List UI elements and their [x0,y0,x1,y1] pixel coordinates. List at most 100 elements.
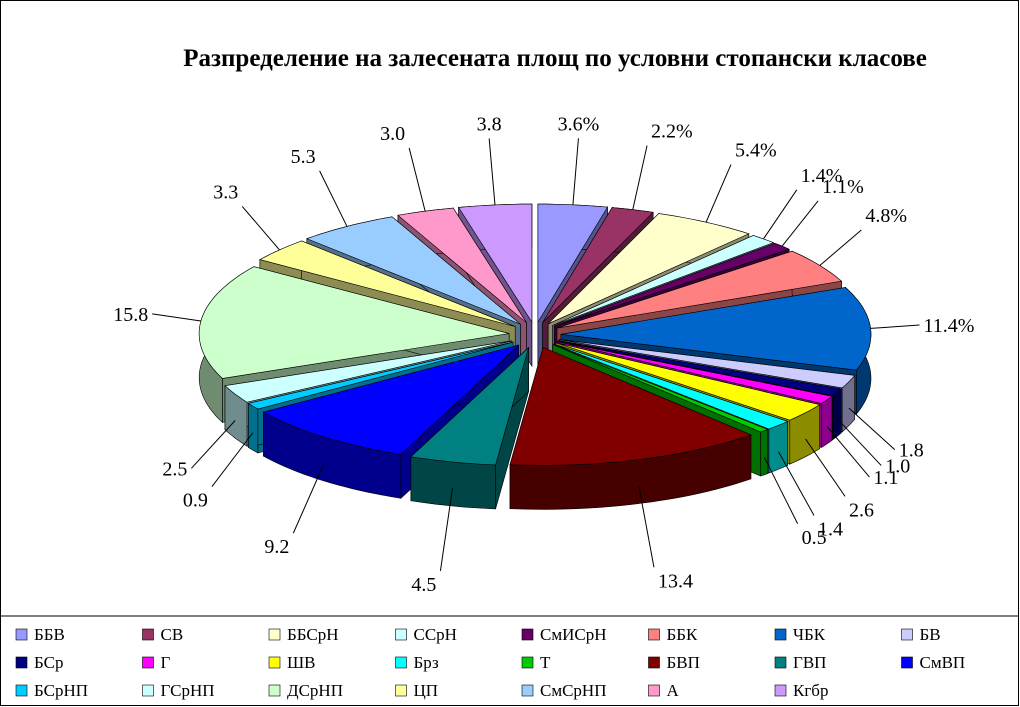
leader-line [632,145,648,210]
data-label: 3.3 [213,181,238,203]
legend-label: СВ [161,625,184,644]
legend-swatch [521,628,534,641]
leader-line [819,229,862,266]
legend-swatch [142,656,154,669]
slice [558,340,843,396]
legend-label: ГВП [793,653,826,672]
legend-swatch [268,656,281,669]
leader-line [439,488,453,572]
data-label: 2.2% [651,121,693,143]
legend-swatch [521,656,534,669]
legend-swatch [268,628,281,641]
legend-swatch [395,684,407,697]
data-label: 13.4 [658,570,693,592]
legend-label: БВП [667,653,700,672]
legend-swatch [648,656,660,669]
legend-label: ЦП [414,681,439,700]
legend-label: ШВ [287,653,316,672]
legend-label: СмВП [920,653,966,672]
slice [557,341,833,404]
legend-label: ЧБК [793,625,826,644]
slice [556,250,843,329]
legend-swatch [142,628,154,641]
leader-line [805,438,846,497]
data-label: 4.5 [411,574,436,596]
legend-swatch [395,656,407,669]
slice [542,207,654,323]
leader-line [638,485,655,568]
leader-line [778,451,815,516]
data-label: 5.4% [735,140,777,162]
slice [262,344,519,455]
legend-label: ГСрНП [161,681,215,700]
legend-swatch [15,656,28,669]
legend-swatch [774,628,787,641]
leader-line [488,138,496,205]
data-label: 1.1% [822,176,864,198]
data-label: 1.1 [873,467,898,489]
slice [553,343,789,430]
leader-line [191,420,236,469]
legend-swatch [142,684,154,697]
legend-label: Г [161,653,171,672]
data-label: 15.8 [113,304,148,326]
leader-line [152,313,201,322]
leader-line [241,206,280,251]
data-label: 1.0 [885,456,910,478]
slice-wall [768,420,788,474]
legend-label: СмИСрН [540,625,607,644]
legend-swatch [395,628,407,641]
leader-line [781,200,819,247]
legend-swatch [15,684,28,697]
leader-line [836,418,882,466]
slice [552,344,769,433]
legend-label: ССрН [414,625,457,644]
legend-swatch [648,628,660,641]
legend-swatch [774,684,787,697]
slice-wall [410,456,496,510]
slice [555,342,821,421]
legend-swatch [268,684,281,697]
data-label: 5.3 [291,146,316,168]
leader-line [319,170,348,227]
legend-swatch [648,684,660,697]
data-label: 2.6 [849,499,874,521]
legend-label: ББСрН [287,625,339,644]
slice [247,341,514,410]
data-label: 0.9 [183,490,208,512]
legend-label: ББВ [34,625,65,644]
leader-line [848,407,896,450]
slice [259,240,516,327]
chart-title: Разпределение на залесената площ по усло… [183,45,927,72]
leader-line [408,147,426,212]
legend-label: БСр [34,653,63,672]
legend-label: Т [540,653,551,672]
legend-label: ББК [667,625,699,644]
legend-label: БВ [920,625,941,644]
legend-swatch [774,656,787,669]
legend-swatch [901,656,913,669]
data-label: 1.8 [899,440,924,462]
leader-line [292,463,325,534]
slice-wall [821,395,833,448]
slice [509,346,752,466]
slice [559,339,856,389]
slice-wall [760,429,769,477]
leader-line [763,189,798,240]
legend-swatch [15,628,28,641]
slice [410,346,530,466]
leader-line [763,456,799,524]
legend-label: Брз [414,653,439,672]
data-label: 2.5 [162,458,187,480]
leader-line [705,164,732,223]
data-label: 9.2 [264,536,289,558]
leader-line [211,432,254,487]
legend-swatch [521,684,534,697]
data-label: 11.4% [924,315,975,337]
data-label: 0.5 [802,527,827,549]
data-label: 1.4% [801,165,843,187]
legend-label: Кгбр [793,681,828,700]
data-label: 3.8 [477,113,502,135]
